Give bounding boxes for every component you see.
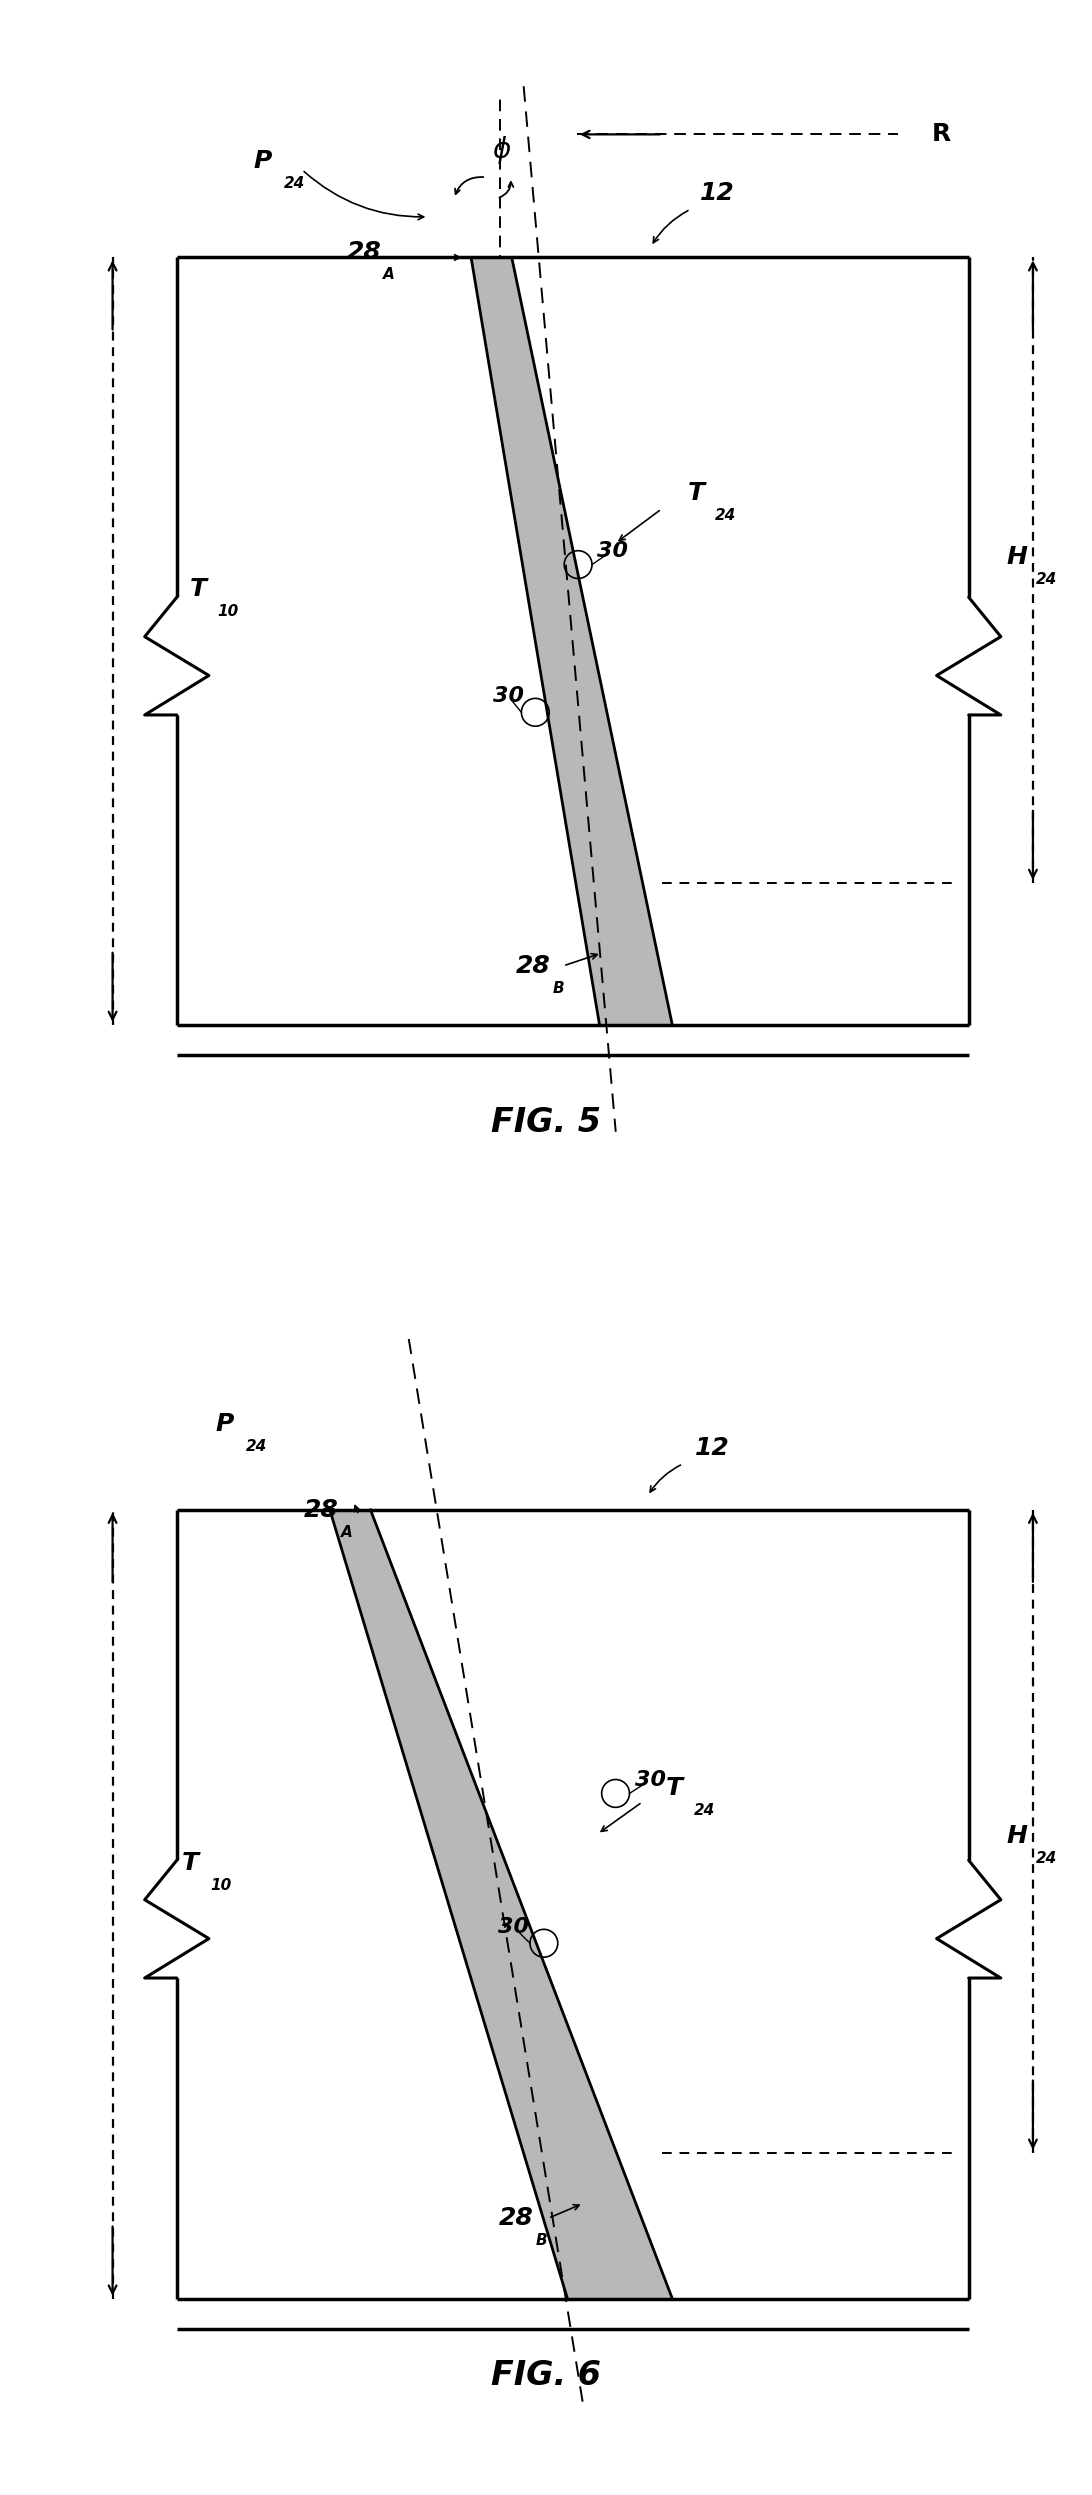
Text: T: T (666, 1776, 682, 1799)
Text: 12: 12 (695, 1435, 729, 1460)
Text: 24: 24 (1036, 571, 1057, 586)
Text: T: T (182, 1851, 199, 1874)
Text: H: H (1007, 1824, 1028, 1849)
Text: 30: 30 (636, 1769, 666, 1789)
Text: 24: 24 (693, 1804, 715, 1819)
Text: 10: 10 (217, 604, 239, 619)
Text: T: T (190, 576, 206, 601)
Text: 28: 28 (499, 2206, 533, 2231)
Text: 24: 24 (284, 177, 305, 192)
Text: 28: 28 (515, 953, 550, 978)
Text: 24: 24 (247, 1440, 268, 1455)
Text: 30: 30 (498, 1916, 530, 1936)
Text: P: P (253, 150, 272, 172)
Text: FIG. 6: FIG. 6 (491, 2358, 601, 2393)
Text: 12: 12 (700, 182, 735, 205)
Polygon shape (471, 257, 673, 1025)
Text: 28: 28 (304, 1497, 339, 1522)
Text: R: R (931, 122, 950, 147)
Text: A: A (383, 267, 395, 282)
Text: P: P (216, 1412, 234, 1437)
Text: A: A (341, 1524, 353, 1539)
Text: B: B (535, 2233, 547, 2248)
Text: 30: 30 (494, 686, 524, 706)
Polygon shape (330, 1509, 673, 2298)
Text: T: T (687, 482, 704, 504)
Text: 28: 28 (346, 240, 381, 264)
Text: H: H (1007, 544, 1028, 569)
Text: 30: 30 (597, 541, 628, 561)
Text: 24: 24 (715, 509, 736, 524)
Text: 10: 10 (210, 1879, 232, 1894)
Text: B: B (553, 981, 565, 996)
Text: FIG. 5: FIG. 5 (491, 1105, 601, 1140)
Text: 24: 24 (1036, 1851, 1057, 1866)
Text: $\phi$: $\phi$ (492, 135, 512, 167)
